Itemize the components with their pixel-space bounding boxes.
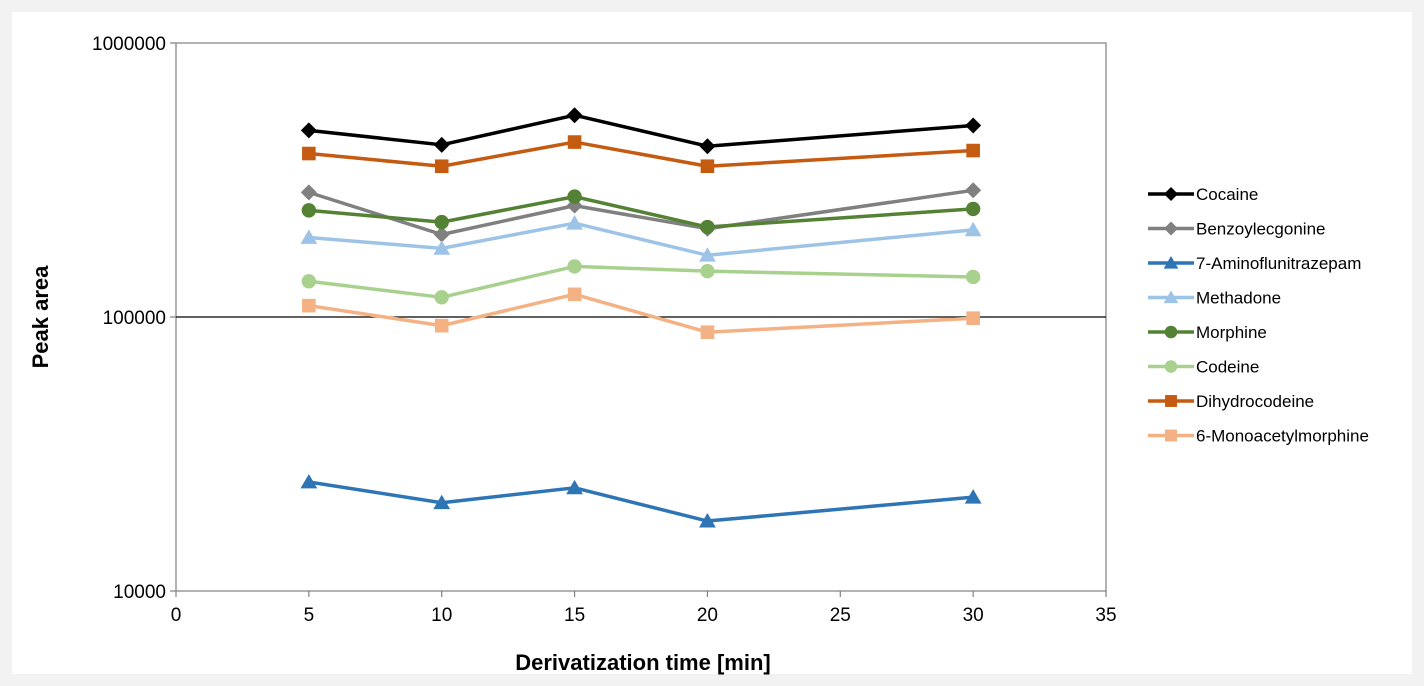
data-point-codeine	[434, 290, 449, 305]
data-point-methadone	[964, 221, 982, 237]
legend-item-cocaine: Cocaine	[1148, 185, 1258, 204]
series-dihydrocodeine	[302, 135, 980, 174]
legend-label: Cocaine	[1196, 185, 1258, 204]
data-point-7-aminoflunitrazepam	[964, 489, 982, 504]
legend-marker	[1164, 325, 1178, 339]
legend-label: Dihydrocodeine	[1196, 392, 1314, 411]
x-tick-label: 0	[171, 605, 182, 626]
data-point-methadone	[566, 215, 583, 230]
series-7-aminoflunitrazepam	[300, 473, 982, 528]
legend-marker	[1163, 290, 1179, 304]
x-axis-ticks: 0 5 10 15 20 25 30 35	[171, 591, 1117, 626]
legend-item-6-monoacetylmorphine: 6-Monoacetylmorphine	[1148, 427, 1369, 446]
y-tick-label: 10000	[113, 582, 166, 603]
legend-label: Methadone	[1196, 289, 1281, 308]
data-point-6-monoacetylmorphine	[567, 287, 582, 302]
data-point-codeine	[301, 274, 317, 289]
x-tick-label: 5	[304, 605, 315, 626]
data-point-methadone	[300, 229, 318, 244]
data-point-cocaine	[433, 136, 450, 153]
data-point-morphine	[567, 189, 582, 204]
data-point-7-aminoflunitrazepam	[566, 479, 583, 495]
data-point-cocaine	[300, 122, 317, 139]
data-point-benzoylecgonine	[433, 226, 450, 243]
data-point-7-aminoflunitrazepam	[433, 494, 451, 510]
series-morphine	[301, 189, 981, 235]
data-point-morphine	[700, 219, 715, 235]
y-tick-label: 100000	[103, 308, 166, 329]
data-point-cocaine	[965, 117, 982, 134]
data-point-morphine	[965, 201, 981, 217]
data-point-codeine	[567, 259, 582, 274]
series-cocaine	[300, 107, 982, 155]
data-point-6-monoacetylmorphine	[302, 298, 316, 313]
legend-label: Benzoylecgonine	[1196, 220, 1325, 239]
data-point-codeine	[965, 269, 981, 285]
data-point-dihydrocodeine	[966, 143, 980, 158]
series-codeine	[301, 259, 981, 305]
data-point-6-monoacetylmorphine	[700, 325, 715, 340]
legend-item-dihydrocodeine: Dihydrocodeine	[1148, 392, 1314, 411]
legend-marker	[1164, 221, 1178, 236]
x-tick-label: 10	[431, 605, 452, 626]
series-benzoylecgonine	[300, 182, 982, 243]
legend-marker	[1165, 395, 1177, 407]
legend-item-benzoylecgonine: Benzoylecgonine	[1148, 220, 1325, 239]
legend-item-codeine: Codeine	[1148, 358, 1259, 377]
legend-item-morphine: Morphine	[1148, 323, 1267, 342]
data-point-dihydrocodeine	[434, 159, 449, 174]
legend-marker	[1164, 360, 1178, 373]
data-point-7-aminoflunitrazepam	[699, 513, 716, 528]
data-point-dihydrocodeine	[302, 146, 316, 161]
legend-marker	[1164, 187, 1178, 201]
legend-label: 7-Aminoflunitrazepam	[1196, 254, 1361, 273]
legend-label: 6-Monoacetylmorphine	[1196, 427, 1369, 446]
series-layer	[300, 107, 982, 528]
data-point-6-monoacetylmorphine	[434, 318, 449, 333]
data-point-methadone	[433, 240, 451, 255]
data-point-cocaine	[566, 107, 583, 124]
series-methadone	[300, 215, 982, 262]
x-axis-label: Derivatization time [min]	[515, 650, 770, 675]
data-point-codeine	[700, 263, 715, 279]
data-point-methadone	[699, 247, 716, 262]
legend: Cocaine Benzoylecgonine 7-Aminoflunitrazep…	[1148, 185, 1369, 446]
data-point-benzoylecgonine	[300, 184, 317, 201]
data-point-7-aminoflunitrazepam	[300, 473, 318, 489]
legend-item-methadone: Methadone	[1148, 289, 1281, 308]
data-point-6-monoacetylmorphine	[966, 311, 980, 325]
legend-label: Morphine	[1196, 323, 1267, 342]
y-axis-label: Peak area	[28, 265, 53, 369]
data-point-dihydrocodeine	[567, 135, 582, 149]
data-point-dihydrocodeine	[700, 159, 715, 174]
x-tick-label: 15	[564, 605, 585, 626]
y-tick-label: 1000000	[92, 34, 166, 55]
x-tick-label: 30	[963, 605, 984, 626]
series-6-monoacetylmorphine	[302, 287, 980, 340]
y-axis-ticks: 10000 100000 1000000	[92, 34, 176, 603]
legend-marker	[1163, 256, 1179, 269]
data-point-benzoylecgonine	[965, 182, 982, 199]
data-point-morphine	[434, 214, 449, 230]
data-point-morphine	[301, 203, 317, 218]
x-tick-label: 20	[697, 605, 718, 626]
legend-marker	[1165, 429, 1177, 442]
legend-label: Codeine	[1196, 358, 1259, 377]
legend-item-7-aminoflunitrazepam: 7-Aminoflunitrazepam	[1148, 254, 1361, 273]
x-tick-label: 35	[1095, 605, 1116, 626]
data-point-cocaine	[699, 138, 716, 155]
x-tick-label: 25	[830, 605, 851, 626]
